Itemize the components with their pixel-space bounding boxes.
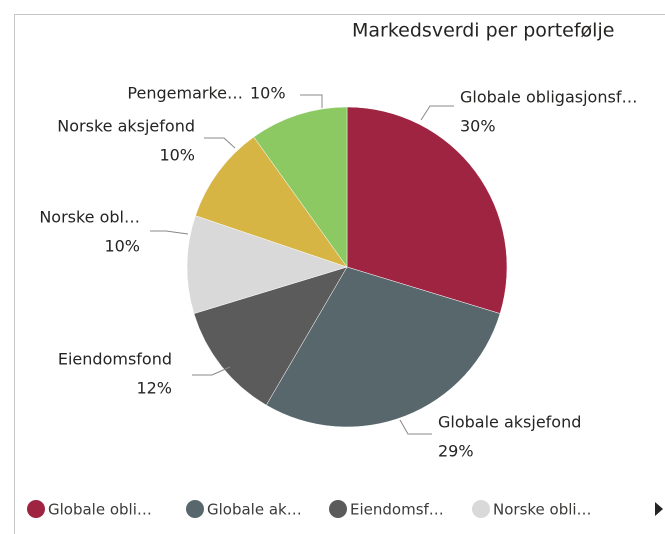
pie-slice [253, 106, 348, 268]
slice-value: 10% [159, 146, 195, 165]
leader-line [192, 366, 231, 376]
slice-label: Norske obl… [39, 208, 140, 227]
pie-slice [195, 136, 348, 268]
leader-line [300, 94, 323, 108]
pie-slice [186, 215, 348, 314]
pie-slice [346, 106, 508, 314]
leader-line [204, 137, 236, 149]
slice-label: Pengemarke… [127, 84, 243, 103]
legend-label: Eiendomsf… [350, 501, 444, 519]
slice-value: 10% [250, 84, 286, 103]
leader-line [399, 419, 432, 435]
pie-slice [265, 266, 501, 428]
slice-label: Norske aksjefond [57, 117, 195, 136]
pie-slice [193, 266, 348, 406]
frame [14, 14, 665, 534]
legend-swatch [472, 500, 490, 518]
legend-next[interactable] [655, 502, 663, 516]
slice-label: Globale aksjefond [438, 413, 581, 432]
slice-value: 30% [460, 117, 496, 136]
slice-value: 12% [136, 379, 172, 398]
leader-line [150, 230, 189, 235]
legend-label: Globale obli… [48, 501, 152, 519]
slice-label: Globale obligasjonsf… [460, 88, 637, 107]
legend-swatch [27, 500, 45, 518]
legend-swatch [329, 500, 347, 518]
legend-label: Globale ak… [207, 501, 302, 519]
slice-value: 10% [104, 237, 140, 256]
legend-swatch [186, 500, 204, 518]
chart-title: Markedsverdi per portefølje [352, 20, 614, 42]
slice-value: 29% [438, 442, 474, 461]
leader-line [420, 105, 454, 121]
legend-label: Norske obli… [493, 501, 592, 519]
slice-label: Eiendomsfond [58, 350, 172, 369]
